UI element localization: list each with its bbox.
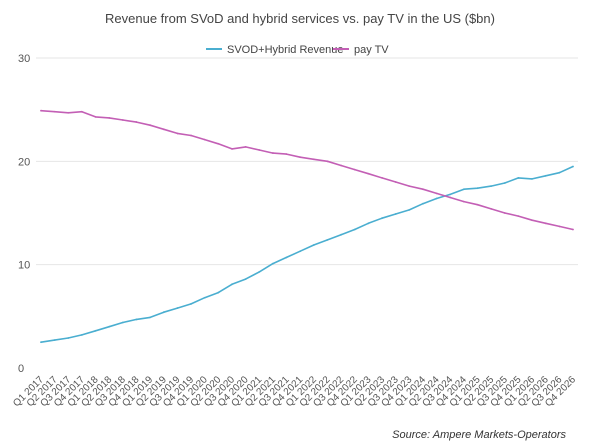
series-line-pay-tv [40,109,574,231]
data-point [135,318,138,321]
data-point [108,117,111,119]
y-tick-label: 10 [18,260,30,272]
data-point [476,203,479,206]
data-point [271,262,274,265]
y-tick-label: 30 [18,53,30,65]
data-point [340,233,343,236]
data-point [203,296,206,299]
data-point [231,283,233,286]
data-point [558,171,561,174]
data-point [40,109,42,112]
data-point [476,187,479,190]
data-point [435,197,438,200]
data-point [340,164,343,167]
data-point [190,303,192,305]
data-point [517,215,520,218]
data-point [544,222,547,225]
data-point [176,307,179,309]
data-point [258,271,261,273]
data-point [408,209,411,211]
data-point [367,172,370,175]
data-point [244,145,247,148]
data-point [422,202,424,205]
y-tick-label: 0 [18,363,24,375]
data-point [531,178,533,180]
data-point [258,149,261,151]
data-point [326,238,329,241]
data-point [312,244,315,246]
gridlines [36,57,578,266]
data-point [449,196,452,199]
data-point [162,311,165,314]
data-point [408,185,411,188]
data-point [435,192,438,195]
data-point [149,124,152,127]
legend-label-svod: SVOD+Hybrid Revenue [227,44,343,56]
data-point [203,138,206,141]
data-point [353,168,356,171]
data-point [503,212,506,214]
series-line-svod-hybrid [40,165,574,343]
data-point [394,213,397,215]
data-point [94,116,97,118]
data-point [271,152,274,154]
data-point [40,341,42,344]
data-point [217,291,220,294]
data-point [490,185,493,188]
data-point [572,228,574,231]
y-tick-label: 20 [18,156,30,168]
legend: SVOD+Hybrid Revenue pay TV [206,44,389,56]
data-point [490,207,493,210]
data-point [449,193,452,196]
data-point [67,337,70,339]
data-point [81,110,83,113]
data-point [121,119,124,121]
data-point [312,158,315,161]
data-point [231,148,233,150]
data-point [367,222,370,225]
data-point [299,156,302,159]
data-point [81,334,83,336]
data-point [217,142,220,145]
y-axis-ticks: 0 10 20 30 [18,53,30,375]
data-point [462,200,465,203]
data-point [190,134,192,137]
data-point [544,174,547,177]
data-point [244,278,247,281]
data-point [531,219,533,222]
data-point [558,225,561,228]
data-point [353,228,356,231]
data-point [94,329,97,332]
data-point [299,250,302,253]
source-note: Source: Ampere Markets-Operators [392,429,566,441]
data-point [285,256,288,259]
data-point [326,160,329,163]
chart-title: Revenue from SVoD and hybrid services vs… [105,11,495,26]
data-point [149,316,152,319]
legend-label-paytv: pay TV [354,44,389,56]
data-point [462,188,465,191]
data-point [176,132,179,135]
data-point [572,165,574,168]
data-point [381,176,383,179]
data-point [503,182,506,184]
data-point [121,321,124,324]
data-point [422,188,424,191]
data-point [381,217,383,220]
data-point [285,153,288,156]
data-point [53,110,56,113]
series [40,109,574,344]
data-point [53,339,56,341]
data-point [162,128,165,131]
data-point [135,121,138,123]
data-point [67,111,70,114]
data-point [517,176,520,179]
data-point [108,325,111,328]
data-point [394,181,397,183]
